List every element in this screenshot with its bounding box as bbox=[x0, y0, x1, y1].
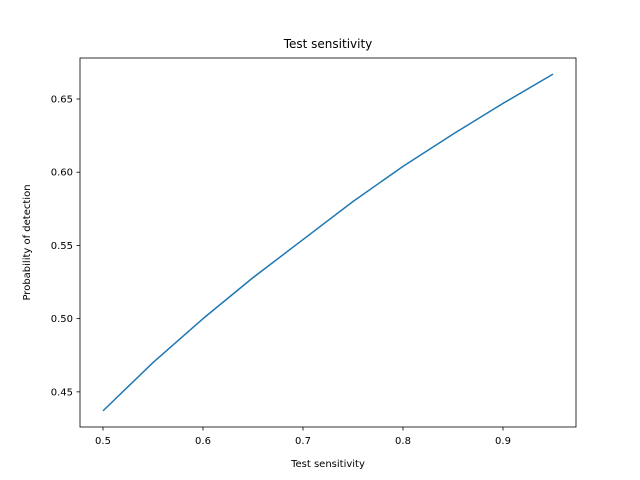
x-tick-label: 0.8 bbox=[395, 436, 411, 447]
series-line-1 bbox=[102, 73, 554, 412]
y-tick-label: 0.65 bbox=[51, 95, 73, 106]
y-axis-label: Probability of detection bbox=[22, 184, 33, 300]
y-tick-label: 0.50 bbox=[51, 314, 73, 325]
x-axis-ticks: 0.5 0.6 0.7 0.8 0.9 bbox=[95, 427, 511, 447]
x-tick-label: 0.5 bbox=[95, 436, 111, 447]
y-tick-label: 0.55 bbox=[51, 241, 73, 252]
y-tick-label: 0.45 bbox=[51, 387, 73, 398]
x-tick-label: 0.9 bbox=[495, 436, 511, 447]
plot-area bbox=[102, 73, 554, 412]
y-axis-ticks: 0.45 0.50 0.55 0.60 0.65 bbox=[51, 95, 80, 398]
y-tick-label: 0.60 bbox=[51, 168, 73, 179]
chart-title: Test sensitivity bbox=[283, 37, 373, 51]
axes-frame bbox=[79, 57, 577, 428]
x-axis-label: Test sensitivity bbox=[290, 459, 365, 470]
x-tick-label: 0.6 bbox=[195, 436, 211, 447]
x-tick-label: 0.7 bbox=[295, 436, 311, 447]
